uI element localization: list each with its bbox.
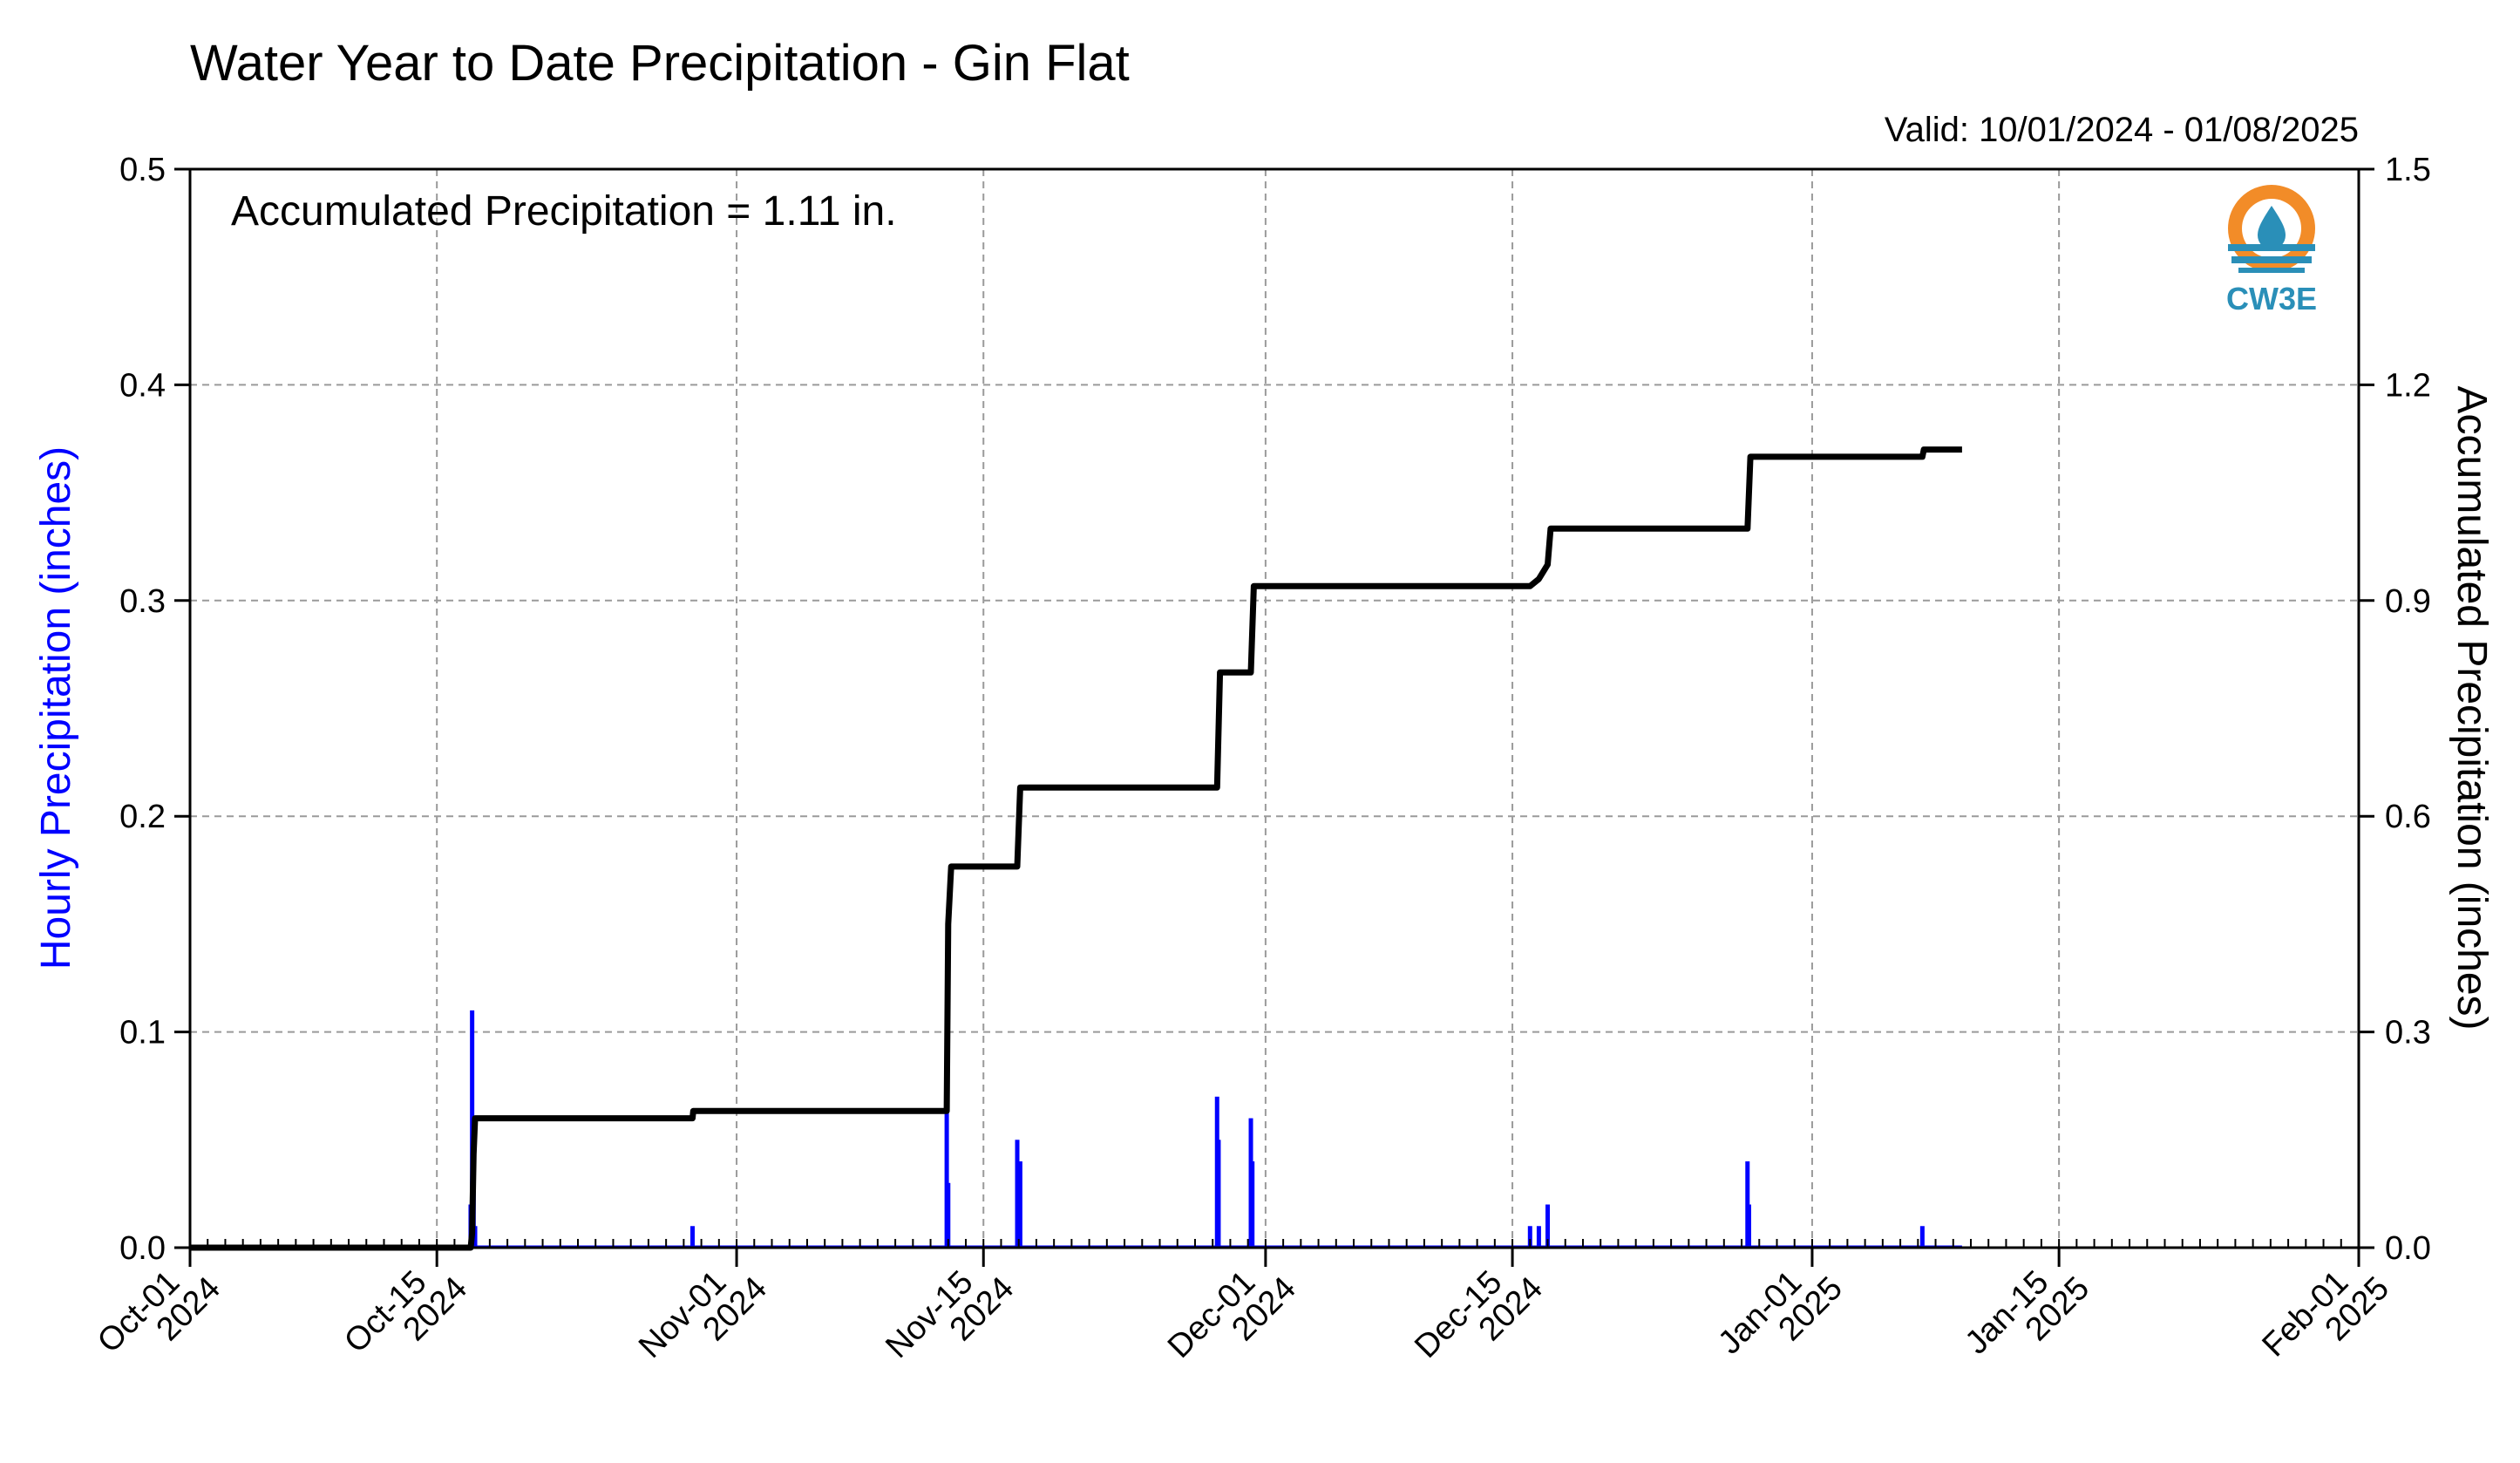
logo-wave-3: [2238, 268, 2305, 273]
accumulated-line: [190, 446, 1962, 1251]
y-left-tick-label: 0.1: [119, 1015, 166, 1051]
y-right-tick-label: 0.0: [2385, 1230, 2431, 1267]
accumulated-annotation: Accumulated Precipitation = 1.11 in.: [231, 188, 897, 235]
hourly-bar: [1746, 1204, 1751, 1248]
y-right-tick-label: 0.3: [2385, 1015, 2431, 1051]
y-right-tick-label: 0.9: [2385, 583, 2431, 620]
chart-title: Water Year to Date Precipitation - Gin F…: [190, 35, 1130, 92]
water-drop-icon: [2258, 206, 2286, 249]
hourly-bar: [472, 1226, 478, 1248]
accumulated-series-line: [190, 446, 1962, 1251]
hourly-bar: [946, 1182, 951, 1248]
y-left-tick-label: 0.4: [119, 367, 166, 404]
y-axis-right: 0.0 0.3 0.6 0.9 1.2 1.5: [2359, 152, 2431, 1267]
y-right-tick-label: 0.6: [2385, 799, 2431, 835]
hourly-bar: [1919, 1226, 1925, 1248]
valid-range: Valid: 10/01/2024 - 01/08/2025: [1885, 111, 2359, 149]
y-axis-left-label: Hourly Precipitation (inches): [33, 446, 79, 970]
y-axis-left: 0.0 0.1 0.2 0.3 0.4 0.5: [119, 152, 190, 1267]
hourly-bar: [1017, 1161, 1022, 1248]
hourly-bar: [944, 1096, 949, 1248]
hourly-bar: [1015, 1140, 1020, 1248]
hourly-bar: [1545, 1204, 1551, 1248]
y-right-tick-label: 1.5: [2385, 152, 2431, 188]
y-left-tick-label: 0.0: [119, 1230, 166, 1267]
logo-wave-2: [2231, 256, 2312, 263]
cw3e-logo: CW3E: [2226, 185, 2317, 316]
y-left-tick-label: 0.5: [119, 152, 166, 188]
plot-frame: [188, 167, 2360, 1249]
y-right-tick-label: 1.2: [2385, 367, 2431, 404]
y-axis-right-label: Accumulated Precipitation (inches): [2449, 385, 2495, 1030]
hourly-bars: [190, 1010, 1962, 1249]
hourly-bar: [1250, 1161, 1255, 1248]
logo-wave-1: [2228, 244, 2315, 251]
y-left-tick-label: 0.3: [119, 583, 166, 620]
hourly-bar: [1536, 1226, 1541, 1248]
y-left-tick-label: 0.2: [119, 799, 166, 835]
logo-text: CW3E: [2226, 281, 2317, 316]
gridlines: [190, 169, 2359, 1248]
hourly-bar: [1527, 1226, 1532, 1248]
hourly-bar: [1216, 1140, 1221, 1248]
hourly-bar: [689, 1226, 695, 1248]
